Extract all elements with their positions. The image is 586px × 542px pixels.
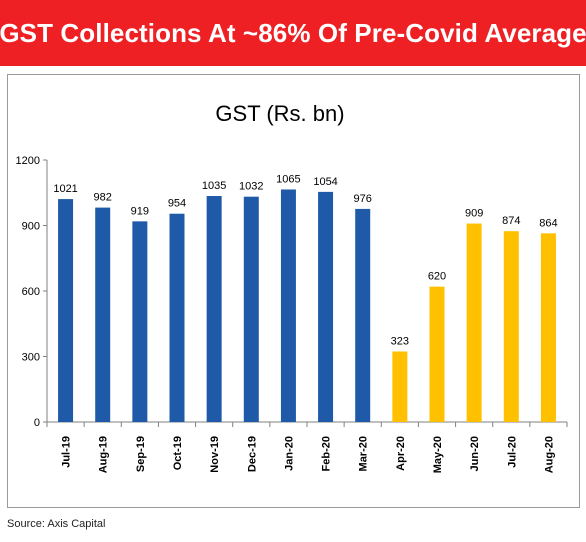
data-label: 919 bbox=[131, 205, 149, 217]
data-label: 1054 bbox=[313, 176, 337, 188]
y-tick-label: 300 bbox=[22, 352, 40, 364]
bar-jul-19 bbox=[58, 199, 74, 422]
x-tick-label: Aug-19 bbox=[98, 436, 110, 473]
bar-apr-20 bbox=[392, 351, 408, 422]
chart-title: GST (Rs. bn) bbox=[215, 101, 344, 126]
x-tick-label: Nov-19 bbox=[209, 436, 221, 473]
bar-mar-20 bbox=[355, 208, 371, 422]
data-label: 620 bbox=[428, 271, 446, 283]
data-label: 1032 bbox=[239, 181, 263, 193]
page-title: GST Collections At ~86% Of Pre-Covid Ave… bbox=[0, 17, 586, 48]
bar-aug-19 bbox=[95, 207, 111, 422]
data-label: 976 bbox=[354, 193, 372, 205]
x-tick-label: Apr-20 bbox=[395, 436, 407, 471]
x-tick-label: Jul-20 bbox=[506, 436, 518, 468]
y-tick-label: 1200 bbox=[16, 155, 40, 167]
bar-aug-20 bbox=[540, 233, 556, 422]
y-tick-label: 900 bbox=[22, 221, 40, 233]
bar-may-20 bbox=[429, 286, 445, 422]
x-tick-label: Jan-20 bbox=[283, 436, 295, 471]
bar-oct-19 bbox=[169, 213, 185, 422]
chart-frame: GST (Rs. bn) 0 300 600 900 1200 1021 Jul-19 982… bbox=[7, 74, 580, 508]
data-label: 1035 bbox=[202, 180, 226, 192]
x-tick-label: Jun-20 bbox=[469, 436, 481, 471]
x-tick-label: Sep-19 bbox=[135, 436, 147, 472]
bar-jul-20 bbox=[503, 231, 519, 422]
x-tick-label: Jul-19 bbox=[61, 436, 73, 468]
bar-jan-20 bbox=[280, 189, 296, 422]
bar-jun-20 bbox=[466, 223, 482, 422]
data-label: 1065 bbox=[276, 173, 300, 185]
source-note: Source: Axis Capital bbox=[7, 518, 106, 530]
data-label: 1021 bbox=[53, 183, 77, 195]
data-label: 874 bbox=[502, 215, 520, 227]
x-tick-label: Aug-20 bbox=[543, 436, 555, 473]
y-tick-label: 600 bbox=[22, 286, 40, 298]
data-label: 323 bbox=[391, 335, 409, 347]
gst-bar-chart: GST (Rs. bn) 0 300 600 900 1200 1021 Jul-19 982… bbox=[16, 101, 568, 473]
x-tick-label: Dec-19 bbox=[246, 436, 258, 472]
x-tick-label: Feb-20 bbox=[321, 436, 333, 471]
x-tick-label: Mar-20 bbox=[358, 436, 370, 471]
bar-nov-19 bbox=[206, 196, 222, 422]
bar-sep-19 bbox=[132, 221, 148, 422]
data-label: 954 bbox=[168, 198, 186, 210]
data-label: 864 bbox=[539, 217, 557, 229]
x-tick-label: Oct-19 bbox=[172, 436, 184, 470]
x-tick-label: May-20 bbox=[432, 436, 444, 473]
y-tick-label: 0 bbox=[34, 417, 40, 429]
bar-dec-19 bbox=[243, 196, 259, 422]
bar-feb-20 bbox=[318, 191, 334, 422]
data-label: 982 bbox=[94, 192, 112, 204]
data-label: 909 bbox=[465, 208, 483, 220]
title-banner: GST Collections At ~86% Of Pre-Covid Ave… bbox=[0, 0, 586, 66]
